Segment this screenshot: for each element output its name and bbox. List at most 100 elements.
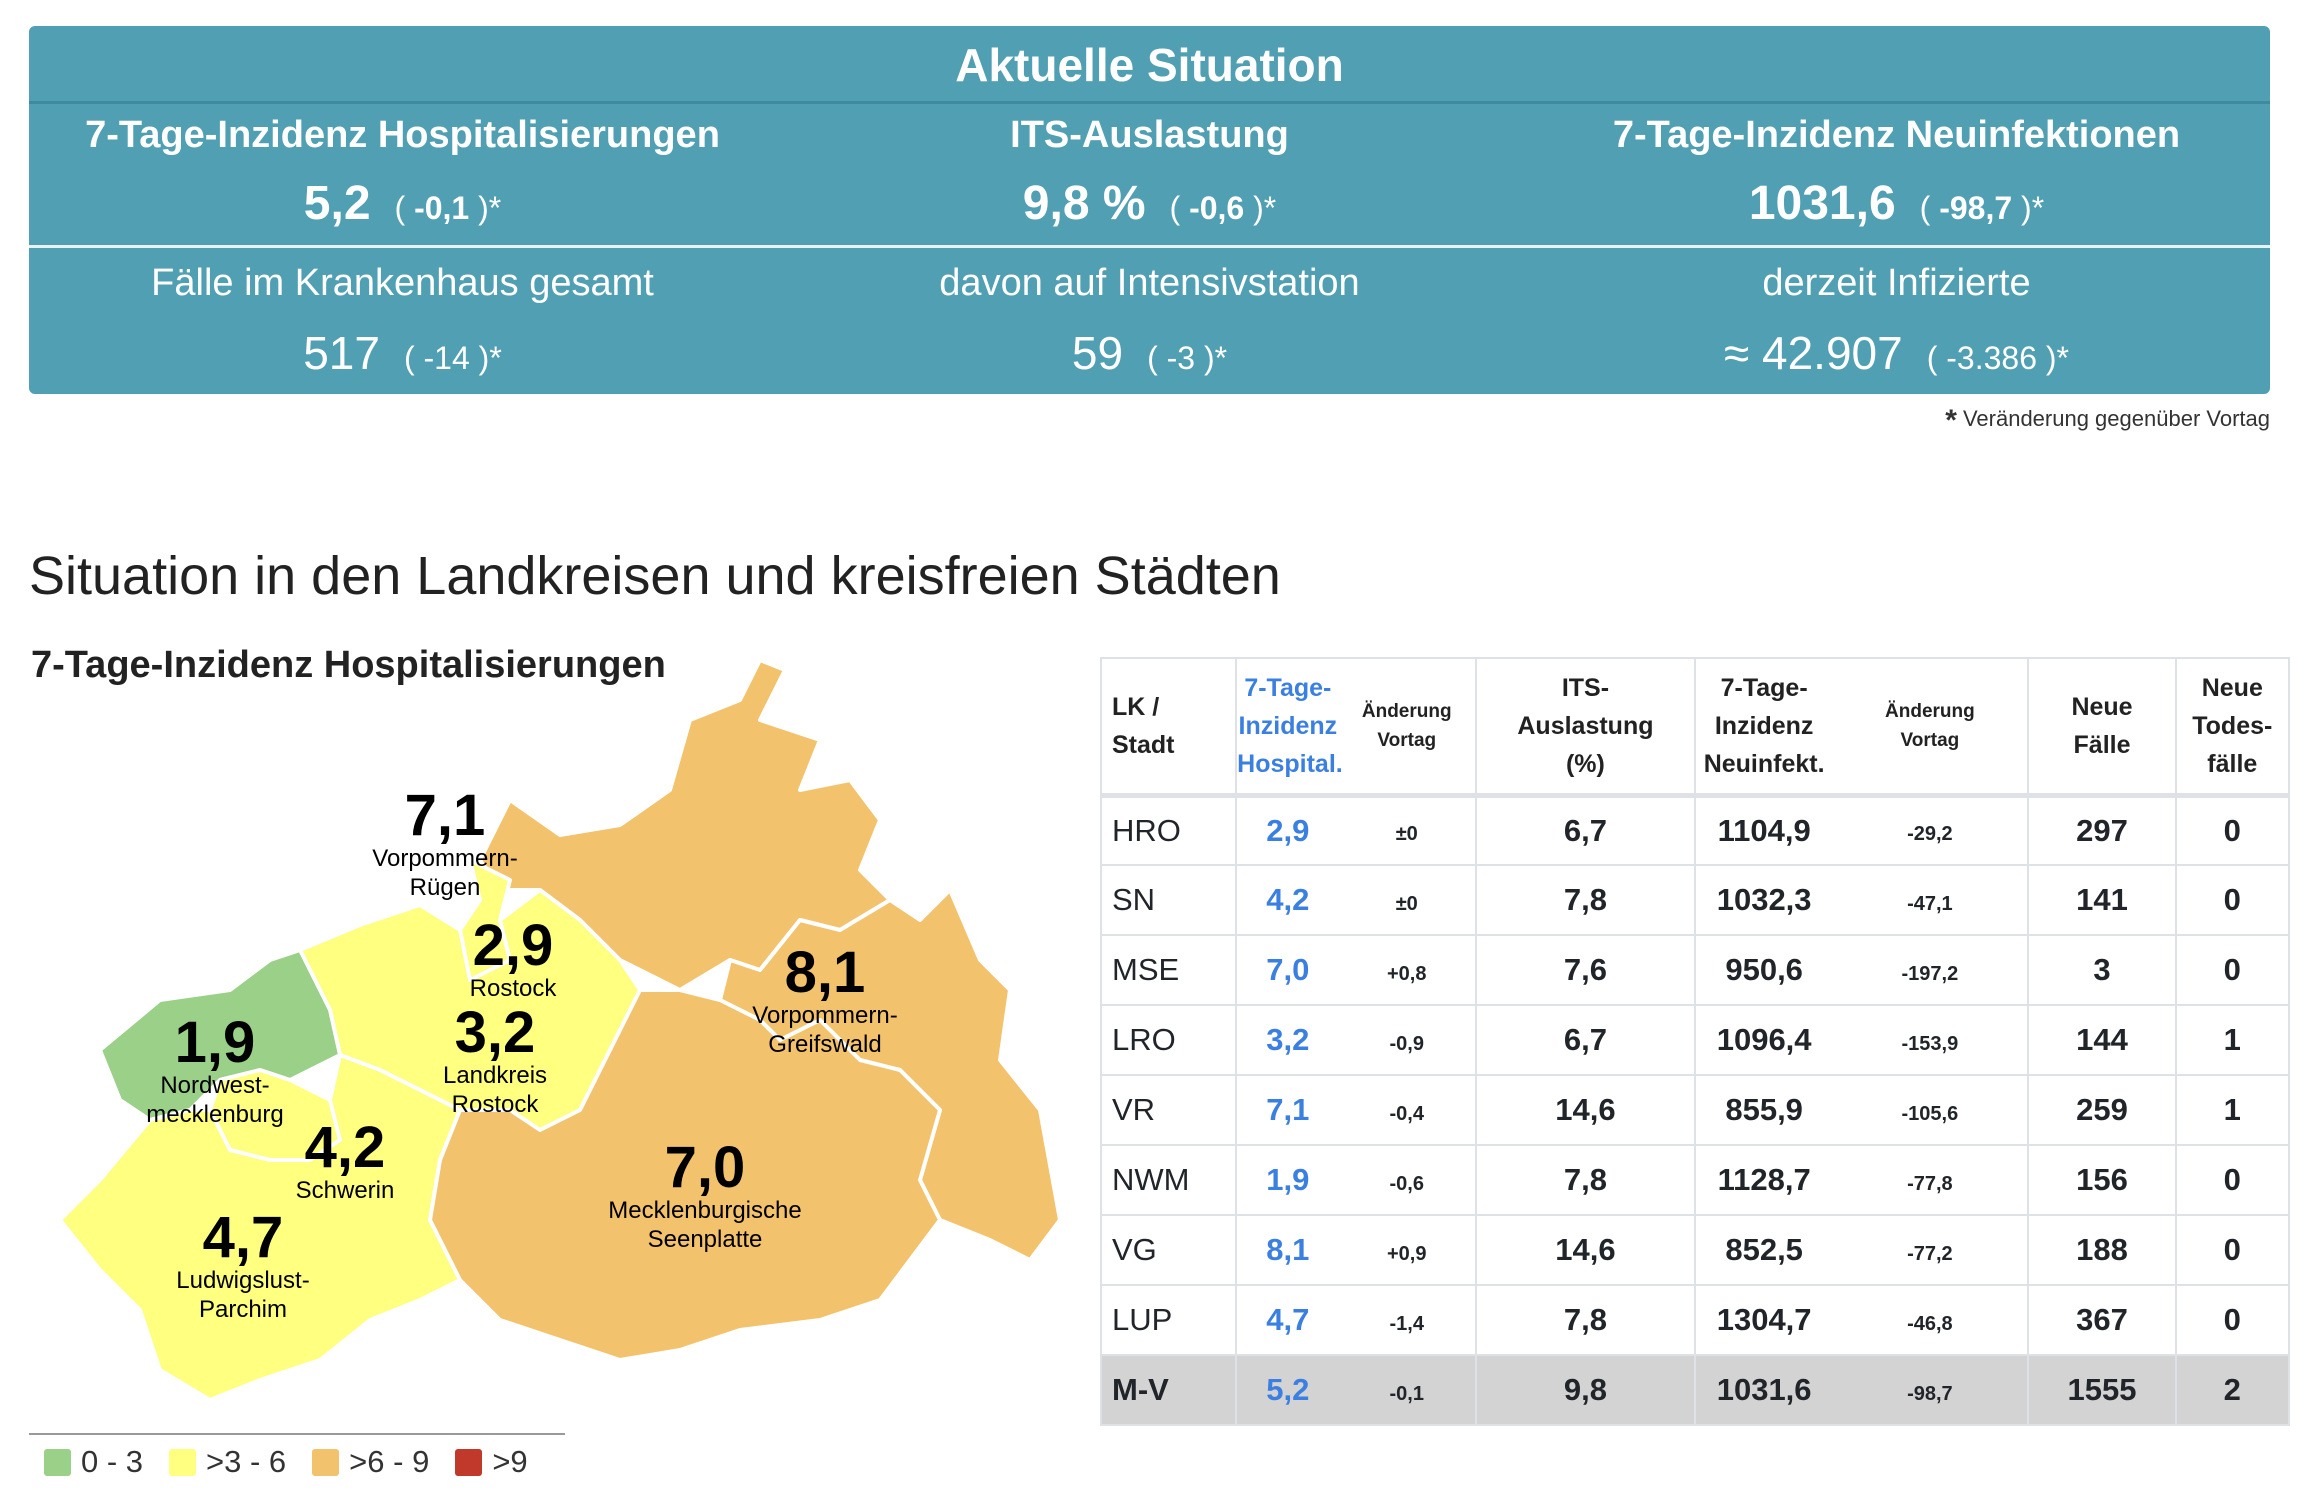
cell-infection-incidence: 1104,9 [1693, 794, 1833, 866]
col-header-new-deaths[interactable]: Neue Todes-fälle [2174, 657, 2291, 798]
map-label-MSE: 7,0 Mecklenburgische Seenplatte [608, 1135, 802, 1254]
cell-its: 7,8 [1474, 1144, 1696, 1216]
cell-hosp-incidence: 7,0 [1235, 934, 1339, 1006]
cell-infection-change: -46,8 [1832, 1284, 2030, 1356]
cell-new-cases: 259 [2027, 1074, 2177, 1146]
col-header-hosp-change[interactable]: Änderung Vortag [1338, 657, 1477, 798]
cell-new-deaths: 0 [2174, 864, 2291, 936]
cell-infection-incidence: 1096,4 [1693, 1004, 1833, 1076]
cell-infection-change: -29,2 [1832, 794, 2030, 866]
footnote-text: Veränderung gegenüber Vortag [1962, 406, 2270, 431]
cell-hosp-change: ±0 [1338, 794, 1477, 866]
table-row: SN 4,2 ±0 7,8 1032,3 -47,1 141 0 [1099, 864, 2291, 936]
cell-district: VR [1099, 1074, 1238, 1146]
region-LUP[interactable] [58, 1053, 462, 1402]
col-header-infections[interactable]: 7-Tage- Inzidenz Neuinfekt. [1693, 657, 1833, 798]
cell-its: 6,7 [1474, 794, 1696, 866]
cell-its: 9,8 [1474, 1354, 1696, 1426]
kpi-change: ( -0,1 )* [394, 190, 502, 226]
cell-hosp-incidence: 3,2 [1235, 1004, 1339, 1076]
kpi-label: 7-Tage-Inzidenz Neuinfektionen [1612, 114, 2181, 156]
map-legend: 0 - 3 >3 - 6 >6 - 9 >9 [44, 1444, 554, 1480]
table-row: NWM 1,9 -0,6 7,8 1128,7 -77,8 156 0 [1099, 1144, 2291, 1216]
cell-its: 14,6 [1474, 1074, 1696, 1146]
cell-hosp-change: -0,9 [1338, 1004, 1477, 1076]
kpi-value: 9,8 % [1022, 177, 1146, 230]
region-MSE[interactable] [428, 988, 942, 1362]
cell-infection-change: -77,2 [1832, 1214, 2030, 1286]
cell-hosp-change: +0,8 [1338, 934, 1477, 1006]
cell-new-deaths: 0 [2174, 1284, 2291, 1356]
cell-hosp-incidence: 4,7 [1235, 1284, 1339, 1356]
cell-infection-incidence: 1031,6 [1693, 1354, 1833, 1426]
cell-infection-change: -197,2 [1832, 934, 2030, 1006]
map-label-VR: 7,1 Vorpommern- Rügen [372, 783, 518, 902]
map-title: 7-Tage-Inzidenz Hospitalisierungen [31, 644, 666, 686]
cell-district: LRO [1099, 1004, 1238, 1076]
kpi-value: 5,2 [303, 177, 371, 230]
cell-new-cases: 367 [2027, 1284, 2177, 1356]
sub-change: ( -3 )* [1147, 340, 1228, 376]
cell-infection-change: -98,7 [1832, 1354, 2030, 1426]
map-svg [58, 658, 1062, 1402]
cell-infection-change: -47,1 [1832, 864, 2030, 936]
sub-change: ( -14 )* [403, 340, 502, 376]
cell-district: VG [1099, 1214, 1238, 1286]
sub-change: ( -3.386 )* [1926, 340, 2069, 376]
sub-value: 59 [1071, 327, 1124, 379]
col-header-hosp[interactable]: 7-Tage- Inzidenz Hospital. [1235, 657, 1343, 798]
cell-new-deaths: 1 [2174, 1004, 2291, 1076]
summary-panel: Aktuelle Situation 7-Tage-Inzidenz Hospi… [29, 26, 2270, 394]
footnote: * Veränderung gegenüber Vortag [1945, 404, 2270, 438]
cell-district: M-V [1099, 1354, 1238, 1426]
section-title: Situation in den Landkreisen und kreisfr… [29, 546, 1281, 606]
kpi-change: ( -0,6 )* [1169, 190, 1277, 226]
cell-infection-incidence: 950,6 [1693, 934, 1833, 1006]
col-header-infections-change[interactable]: Änderung Vortag [1832, 657, 2030, 798]
table-row: LUP 4,7 -1,4 7,8 1304,7 -46,8 367 0 [1099, 1284, 2291, 1356]
cell-infection-incidence: 1032,3 [1693, 864, 1833, 936]
legend-swatch [169, 1448, 197, 1476]
cell-hosp-change: ±0 [1338, 864, 1477, 936]
district-map: 7,1 Vorpommern- Rügen 2,9 Rostock 8,1 Vorpom… [40, 658, 1100, 1402]
cell-new-deaths: 0 [2174, 934, 2291, 1006]
cell-hosp-incidence: 2,9 [1235, 794, 1339, 866]
row-divider [29, 245, 2270, 248]
cell-its: 7,8 [1474, 1284, 1696, 1356]
cell-hosp-change: -0,4 [1338, 1074, 1477, 1146]
cell-new-cases: 188 [2027, 1214, 2177, 1286]
summary-title: Aktuelle Situation [29, 26, 2270, 104]
map-label-VG: 8,1 Vorpommern- Greifswald [752, 940, 898, 1059]
sub-value: ≈ 42.907 [1723, 327, 1903, 379]
sub-label: davon auf Intensivstation [939, 262, 1360, 304]
col-header-new-cases[interactable]: Neue Fälle [2027, 657, 2177, 798]
cell-infection-incidence: 1128,7 [1693, 1144, 1833, 1216]
cell-infection-change: -77,8 [1832, 1144, 2030, 1216]
kpi-label: 7-Tage-Inzidenz Hospitalisierungen [85, 114, 720, 156]
cell-infection-change: -105,6 [1832, 1074, 2030, 1146]
table-row: VG 8,1 +0,9 14,6 852,5 -77,2 188 0 [1099, 1214, 2291, 1286]
asterisk-icon: * [1945, 404, 1957, 437]
sub-label: Fälle im Krankenhaus gesamt [151, 262, 654, 304]
cell-hosp-change: -0,1 [1338, 1354, 1477, 1426]
cell-new-cases: 297 [2027, 794, 2177, 866]
legend-swatch [455, 1448, 483, 1476]
cell-new-cases: 1555 [2027, 1354, 2177, 1426]
cell-hosp-incidence: 5,2 [1235, 1354, 1339, 1426]
cell-new-deaths: 0 [2174, 1144, 2291, 1216]
cell-infection-incidence: 852,5 [1693, 1214, 1833, 1286]
cell-hosp-incidence: 8,1 [1235, 1214, 1339, 1286]
col-header-lk[interactable]: LK / Stadt [1099, 657, 1238, 798]
cell-its: 7,6 [1474, 934, 1696, 1006]
cell-new-deaths: 0 [2174, 794, 2291, 866]
legend-item: >3 - 6 [169, 1444, 286, 1480]
cell-hosp-change: -0,6 [1338, 1144, 1477, 1216]
cell-new-cases: 141 [2027, 864, 2177, 936]
cell-hosp-incidence: 1,9 [1235, 1144, 1339, 1216]
district-table: LK / Stadt 7-Tage- Inzidenz Hospital. Änder… [1099, 657, 2291, 1426]
cell-hosp-change: -1,4 [1338, 1284, 1477, 1356]
cell-district: LUP [1099, 1284, 1238, 1356]
table-row: MSE 7,0 +0,8 7,6 950,6 -197,2 3 0 [1099, 934, 2291, 1006]
sub-value: 517 [303, 327, 380, 379]
col-header-its[interactable]: ITS- Auslastung (%) [1474, 657, 1696, 798]
